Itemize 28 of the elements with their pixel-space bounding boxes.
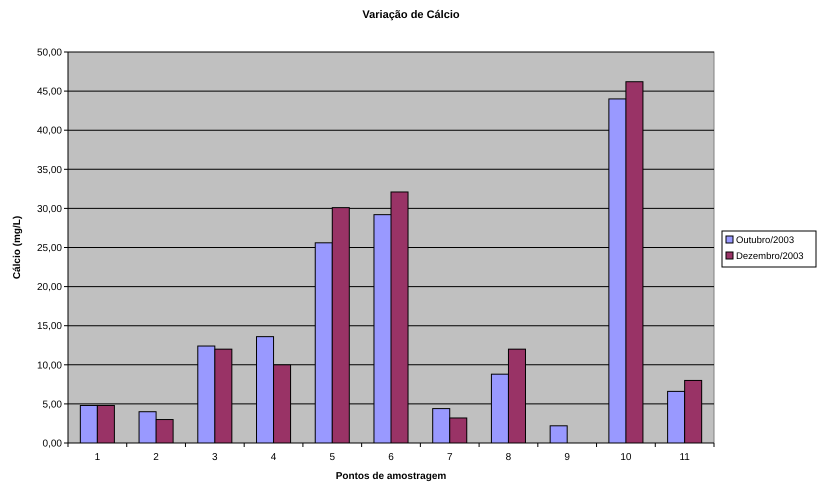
- x-tick-label: 5: [329, 452, 336, 463]
- x-tick-label: 1: [94, 452, 101, 463]
- x-tick-label: 8: [506, 452, 512, 463]
- y-tick-label: 10,00: [36, 360, 62, 372]
- y-tick-label: 20,00: [36, 282, 62, 294]
- x-tick-label: 3: [212, 452, 218, 463]
- x-tick-label: 7: [446, 452, 453, 463]
- x-tick-label: 11: [679, 452, 690, 463]
- y-tick-label: 15,00: [36, 321, 62, 332]
- y-tick-label: 0,00: [42, 438, 62, 450]
- y-tick-label: 50,00: [36, 48, 62, 58]
- x-tick-label: 9: [564, 452, 570, 463]
- bar: [550, 425, 568, 444]
- y-tick-label: 40,00: [36, 126, 62, 137]
- x-tick-label: 10: [620, 452, 632, 463]
- y-tick-label: 35,00: [36, 164, 62, 176]
- y-tick-label: 25,00: [36, 243, 62, 254]
- x-axis-title: Pontos de amostragem: [336, 471, 446, 482]
- x-tick-label: 2: [153, 452, 160, 463]
- y-axis-title: Cálcio (mg/L): [12, 216, 23, 280]
- chart-title: Variação de Cálcio: [362, 9, 460, 21]
- y-tick-label: 30,00: [36, 204, 62, 215]
- legend-label: Dezembro/2003: [736, 251, 804, 262]
- legend-label: Outubro/2003: [736, 235, 794, 246]
- y-tick-label: 5,00: [42, 399, 62, 410]
- x-tick-label: 6: [388, 452, 394, 463]
- x-tick-label: 4: [270, 452, 277, 463]
- y-tick-label: 45,00: [36, 86, 62, 98]
